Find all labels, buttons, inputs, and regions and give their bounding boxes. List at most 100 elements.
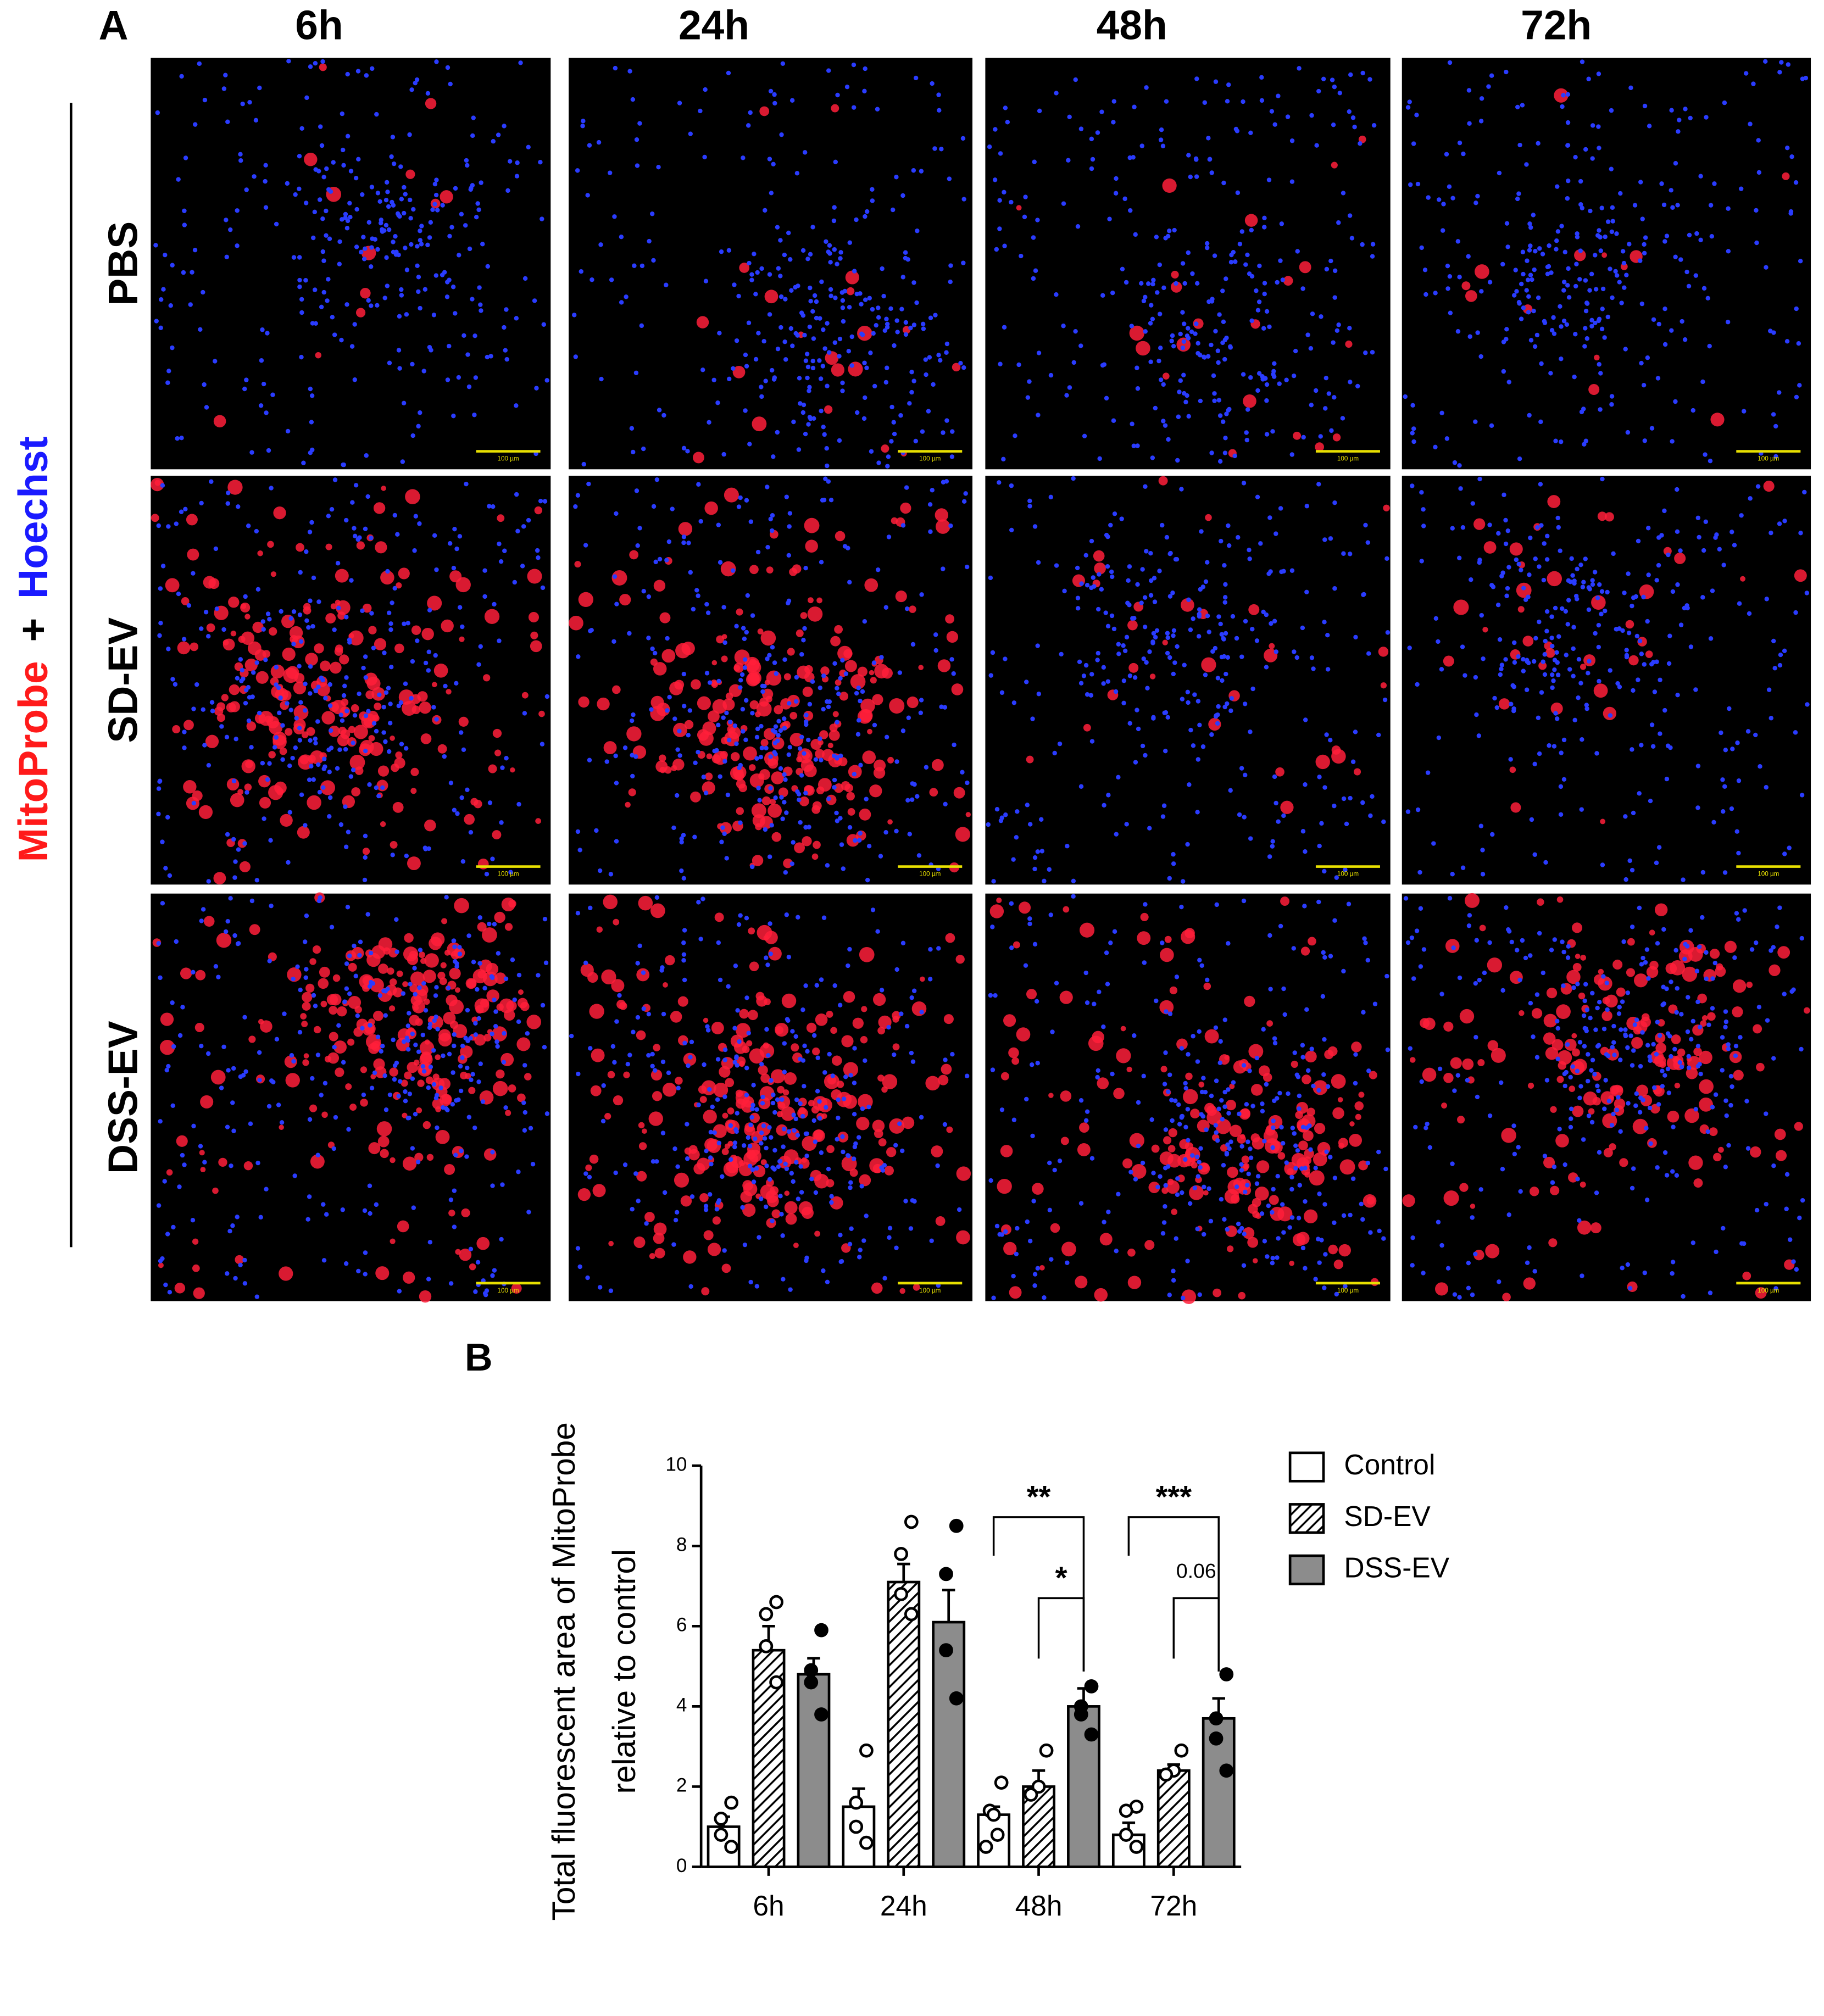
nucleus: [784, 1166, 789, 1171]
mito-signal: [1303, 1209, 1318, 1223]
nucleus: [1201, 354, 1206, 359]
nucleus: [177, 1184, 182, 1189]
nucleus: [463, 223, 468, 228]
mito-signal: [813, 840, 821, 849]
nucleus: [1512, 660, 1517, 665]
nucleus: [1009, 483, 1014, 488]
nucleus: [1027, 1239, 1033, 1244]
nucleus: [1610, 295, 1615, 300]
nucleus: [1272, 122, 1277, 127]
nucleus: [608, 872, 614, 877]
mito-signal: [1551, 1039, 1564, 1051]
nucleus: [765, 544, 770, 550]
nucleus: [403, 192, 408, 197]
nucleus: [715, 400, 720, 405]
nucleus: [759, 266, 764, 271]
nucleus: [744, 364, 749, 369]
nucleus: [1196, 634, 1202, 639]
mito-signal: [699, 731, 714, 746]
nucleus: [297, 154, 302, 159]
mito-signal: [848, 361, 863, 377]
nucleus: [1300, 829, 1306, 834]
nucleus: [1561, 737, 1567, 743]
nucleus: [1052, 750, 1057, 756]
mito-signal: [626, 726, 642, 742]
nucleus: [1213, 1025, 1219, 1031]
nucleus: [894, 318, 899, 323]
nucleus: [1186, 414, 1191, 419]
mito-signal: [704, 1138, 718, 1151]
mito-signal: [1358, 1091, 1365, 1098]
nucleus: [1150, 281, 1155, 287]
nucleus: [1304, 1007, 1309, 1012]
nucleus: [1250, 686, 1255, 692]
nucleus: [727, 376, 732, 382]
nucleus: [949, 454, 955, 459]
nucleus: [772, 101, 777, 106]
nucleus: [1802, 489, 1807, 495]
nucleus: [1016, 362, 1021, 367]
nucleus: [1673, 399, 1678, 404]
mito-signal: [659, 754, 666, 762]
mito-signal: [1550, 1185, 1560, 1195]
nucleus: [1370, 242, 1376, 247]
nucleus: [263, 657, 268, 662]
mito-signal: [1266, 1020, 1274, 1027]
mito-signal: [1566, 970, 1581, 984]
mito-signal: [1333, 1260, 1344, 1269]
nucleus: [390, 600, 394, 605]
nucleus: [1499, 666, 1504, 672]
nucleus: [1588, 208, 1593, 214]
mito-signal: [203, 576, 216, 589]
nucleus: [999, 815, 1005, 820]
nucleus: [735, 1008, 740, 1013]
nucleus: [944, 418, 949, 423]
mito-signal: [843, 991, 855, 1003]
nucleus: [1027, 916, 1032, 921]
mito-signal: [510, 767, 515, 773]
mito-signal: [320, 1000, 327, 1007]
nucleus: [1250, 627, 1255, 632]
nucleus: [340, 217, 344, 222]
nucleus: [783, 870, 788, 875]
mito-signal: [931, 759, 944, 771]
nucleus: [1558, 304, 1562, 309]
nucleus: [307, 530, 313, 534]
nucleus: [1504, 337, 1509, 342]
nucleus: [204, 405, 209, 410]
nucleus: [831, 218, 837, 224]
nucleus: [331, 1146, 336, 1151]
mito-signal: [711, 1021, 724, 1034]
nucleus: [1693, 273, 1698, 278]
mito-signal: [417, 1079, 425, 1087]
nucleus: [732, 282, 737, 287]
mito-signal: [780, 698, 792, 710]
mito-signal: [321, 711, 335, 725]
mito-signal: [335, 569, 349, 583]
nucleus: [1511, 684, 1516, 689]
mito-signal: [887, 819, 893, 825]
nucleus: [166, 1063, 171, 1069]
nucleus: [1528, 243, 1533, 248]
nucleus: [629, 718, 635, 723]
nucleus: [476, 662, 481, 667]
mito-signal: [872, 694, 883, 705]
nucleus: [1695, 764, 1701, 768]
nucleus: [1166, 229, 1172, 233]
nucleus: [1597, 228, 1601, 233]
nucleus: [1161, 1220, 1167, 1225]
nucleus: [771, 1092, 776, 1098]
nucleus: [784, 494, 789, 499]
nucleus: [457, 605, 463, 610]
nucleus: [740, 1205, 745, 1210]
nucleus: [1503, 517, 1508, 523]
nucleus: [452, 944, 457, 949]
nucleus: [1794, 306, 1799, 311]
nucleus: [874, 322, 878, 328]
nucleus: [1042, 878, 1047, 884]
nucleus: [1153, 634, 1158, 640]
nucleus: [180, 1005, 185, 1010]
nucleus: [759, 385, 764, 389]
nucleus: [329, 506, 335, 512]
mito-signal: [1059, 990, 1073, 1004]
